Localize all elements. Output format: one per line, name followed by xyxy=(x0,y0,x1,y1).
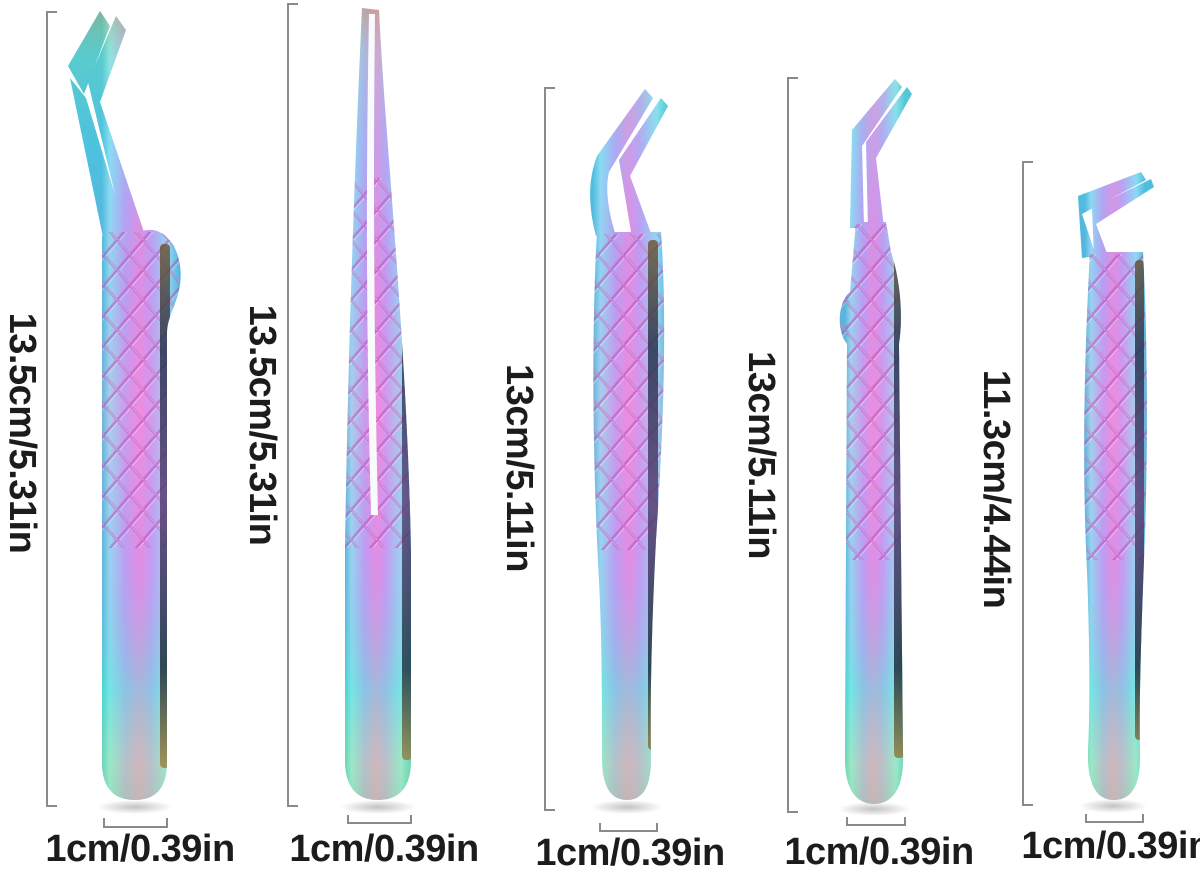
tweezer-2-prong-gap xyxy=(366,14,378,515)
width-bracket-1 xyxy=(103,818,168,828)
tweezer-1-shadow xyxy=(97,800,173,814)
length-label-3: 13cm/5.11in xyxy=(498,364,540,572)
length-measure-line-5 xyxy=(1022,161,1033,806)
width-label-2: 1cm/0.39in xyxy=(289,828,479,870)
tweezer-2-illustration xyxy=(340,8,416,814)
width-bracket-4 xyxy=(846,817,906,826)
tweezer-4-shadow xyxy=(838,802,910,816)
tweezer-3-shadow xyxy=(591,800,663,814)
width-bracket-2 xyxy=(347,815,412,824)
tweezer-5-shadow xyxy=(1079,799,1147,813)
width-bracket-5 xyxy=(1085,814,1144,823)
length-label-5: 11.3cm/4.44in xyxy=(975,369,1017,609)
length-measure-line-2 xyxy=(287,3,298,807)
width-label-4: 1cm/0.39in xyxy=(784,831,974,873)
tweezer-2-shadow xyxy=(340,800,416,814)
length-measure-line-3 xyxy=(544,87,555,811)
measurement-lines xyxy=(46,3,1144,832)
tweezer-3-illustration xyxy=(590,89,668,814)
tweezer-1-illustration xyxy=(68,11,181,814)
width-label-3: 1cm/0.39in xyxy=(535,832,725,873)
tweezer-4-illustration xyxy=(838,79,912,816)
length-label-4: 13cm/5.11in xyxy=(740,351,782,559)
tweezer-5-illustration xyxy=(1078,172,1154,813)
length-measure-line-4 xyxy=(787,77,798,813)
length-measure-line-1 xyxy=(46,11,57,807)
width-label-1: 1cm/0.39in xyxy=(45,828,235,870)
width-bracket-3 xyxy=(599,823,658,832)
width-label-5: 1cm/0.39in xyxy=(1021,825,1200,867)
length-label-2: 13.5cm/5.31in xyxy=(241,304,283,546)
length-label-1: 13.5cm/5.31in xyxy=(1,312,43,554)
